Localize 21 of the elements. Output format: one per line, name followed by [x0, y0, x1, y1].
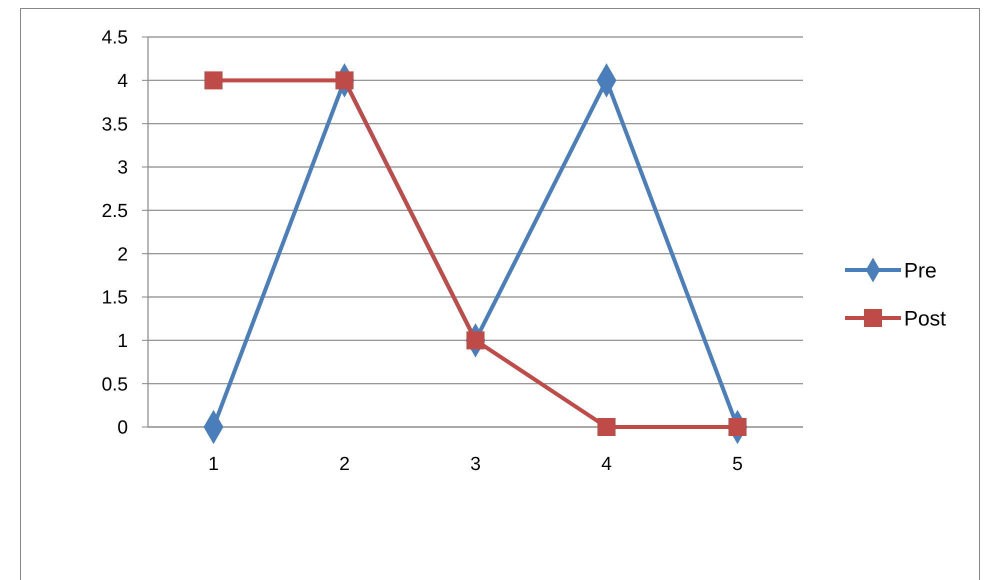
- y-tick-label: 3.5: [102, 114, 128, 136]
- point: [597, 418, 616, 436]
- x-tick-label: 4: [601, 454, 612, 475]
- point: [335, 71, 354, 90]
- y-tick-label: 1.5: [102, 288, 128, 309]
- point: [728, 418, 747, 436]
- y-tick-label: 2: [117, 244, 128, 266]
- x-tick-label: 1: [208, 454, 219, 475]
- legend-label: Post: [904, 307, 946, 330]
- y-tick-label: 0.5: [102, 374, 128, 396]
- legend-label: Pre: [904, 259, 937, 282]
- y-tick-label: 3: [117, 158, 128, 179]
- y-tick-label: 4: [117, 70, 128, 92]
- point: [204, 71, 223, 90]
- y-tick-label: 1: [117, 330, 128, 352]
- x-tick-label: 3: [470, 454, 481, 475]
- y-tick-label: 2.5: [102, 200, 128, 222]
- y-tick-label: 0: [117, 418, 128, 439]
- x-tick-label: 5: [732, 454, 743, 475]
- y-tick-label: 4.5: [102, 28, 128, 49]
- x-tick-label: 2: [339, 454, 350, 475]
